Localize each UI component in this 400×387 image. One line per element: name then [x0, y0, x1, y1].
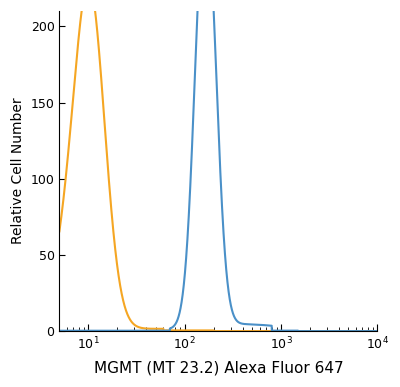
Y-axis label: Relative Cell Number: Relative Cell Number [11, 98, 25, 245]
X-axis label: MGMT (MT 23.2) Alexa Fluor 647: MGMT (MT 23.2) Alexa Fluor 647 [94, 361, 343, 376]
